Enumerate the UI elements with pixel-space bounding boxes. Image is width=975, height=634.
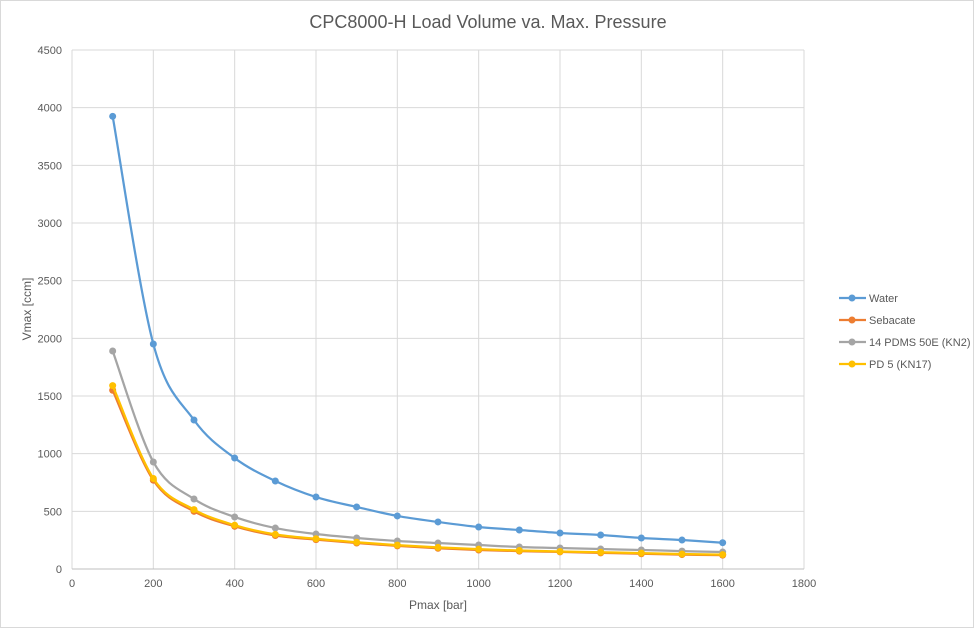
series-line (111, 116, 723, 544)
legend-marker (848, 360, 856, 368)
y-tick-label: 2500 (38, 276, 62, 288)
data-point (190, 416, 198, 424)
y-tick-label: 4000 (38, 103, 62, 115)
data-point (109, 382, 117, 390)
y-tick-label: 2000 (38, 333, 62, 345)
data-point (597, 531, 605, 539)
data-point (190, 495, 198, 503)
y-tick-label: 0 (56, 564, 62, 576)
series-lines (109, 112, 727, 559)
data-point (515, 526, 523, 534)
y-tick-label: 3000 (38, 218, 62, 230)
data-point (109, 112, 117, 120)
data-point (271, 477, 279, 485)
series-1 (109, 386, 727, 559)
y-tick-label: 500 (44, 506, 62, 518)
series-0 (109, 112, 727, 547)
data-point (149, 474, 157, 482)
x-tick-label: 600 (307, 578, 325, 590)
x-tick-label: 1400 (629, 578, 653, 590)
data-point (231, 513, 239, 521)
data-point (271, 530, 279, 538)
x-tick-label: 200 (144, 578, 162, 590)
series-line (111, 389, 723, 557)
y-tick-label: 4500 (38, 45, 62, 57)
series-line (111, 350, 723, 554)
tick-labels: 0 200 400 600 800 1000 1200 1400 1600 1800 0 500 100… (38, 45, 817, 590)
data-point (678, 550, 686, 558)
data-point (312, 493, 320, 501)
data-point (475, 523, 483, 531)
data-point (556, 547, 564, 555)
data-point (678, 536, 686, 544)
x-tick-label: 1200 (548, 578, 572, 590)
data-point (231, 454, 239, 462)
legend-label: 14 PDMS 50E (KN2) (869, 337, 970, 349)
x-tick-label: 1800 (792, 578, 816, 590)
series-2 (109, 347, 727, 556)
data-point (149, 458, 157, 466)
data-point (719, 551, 727, 559)
data-point (637, 534, 645, 542)
data-point (271, 524, 279, 532)
data-point (393, 541, 401, 549)
legend-label: Water (869, 293, 898, 305)
data-point (475, 545, 483, 553)
series-line (111, 385, 723, 556)
x-tick-label: 1000 (466, 578, 490, 590)
legend-label: PD 5 (KN17) (869, 359, 931, 371)
legend-marker (848, 338, 856, 346)
legend-marker (848, 316, 856, 324)
x-tick-label: 1600 (710, 578, 734, 590)
y-tick-label: 1500 (38, 391, 62, 403)
y-tick-label: 3500 (38, 160, 62, 172)
data-point (719, 539, 727, 547)
data-point (597, 548, 605, 556)
chart-title: CPC8000-H Load Volume va. Max. Pressure (309, 12, 666, 32)
series-3 (109, 382, 727, 559)
data-point (515, 547, 523, 555)
data-point (190, 506, 198, 514)
data-point (231, 521, 239, 529)
y-axis-label: Vmax [ccm] (20, 278, 34, 341)
x-tick-label: 0 (69, 578, 75, 590)
data-point (637, 549, 645, 557)
x-tick-label: 800 (388, 578, 406, 590)
legend-marker (848, 294, 856, 302)
data-point (393, 512, 401, 520)
y-tick-label: 1000 (38, 449, 62, 461)
data-point (353, 503, 361, 511)
data-point (556, 529, 564, 537)
x-axis-label: Pmax [bar] (409, 598, 467, 612)
data-point (434, 543, 442, 551)
data-point (312, 535, 320, 543)
x-tick-label: 400 (225, 578, 243, 590)
legend: Water Sebacate 14 PDMS 50E (KN2) PD 5 (KN17… (839, 293, 970, 371)
data-point (109, 347, 117, 355)
data-point (353, 538, 361, 546)
legend-label: Sebacate (869, 315, 915, 327)
data-point (149, 340, 157, 348)
data-point (434, 518, 442, 526)
